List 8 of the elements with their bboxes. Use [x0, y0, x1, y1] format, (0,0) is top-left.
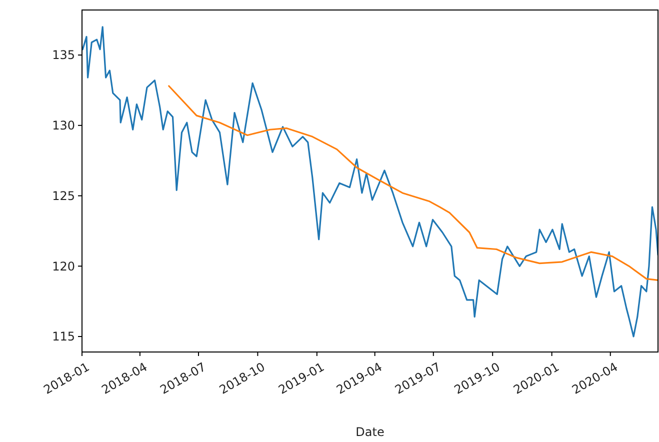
y-tick-label: 120 — [52, 259, 75, 274]
y-tick-label: 125 — [52, 188, 75, 203]
y-tick-label: 130 — [52, 118, 75, 133]
y-tick-label: 115 — [52, 330, 75, 344]
x-axis-title: Date — [356, 425, 384, 439]
line-series — [168, 85, 658, 282]
y-tick-label: 135 — [52, 48, 75, 62]
line-series — [82, 26, 658, 338]
